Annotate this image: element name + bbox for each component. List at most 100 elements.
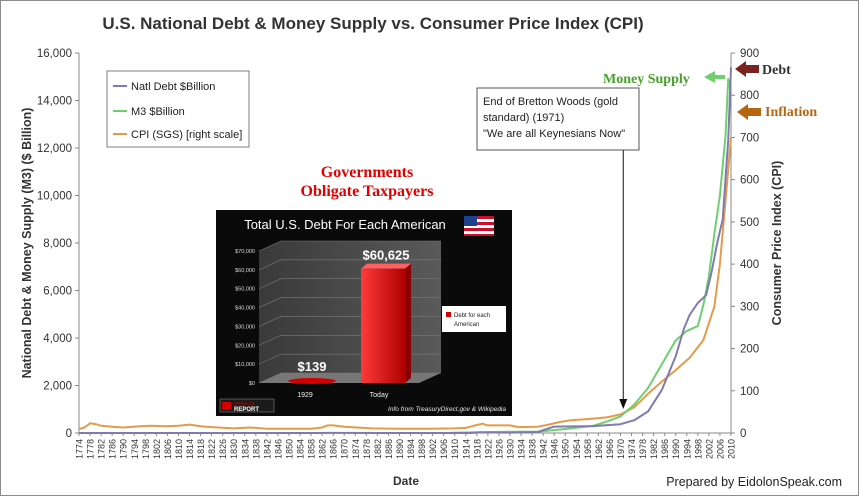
y-axis-label: National Debt & Money Supply (M3) ($ Bil… — [20, 108, 34, 379]
x-tick-label: 1794 — [130, 439, 140, 459]
left-tick-label: 8,000 — [43, 238, 72, 250]
left-tick-label: 10,000 — [37, 191, 72, 203]
us-flag-icon — [464, 216, 494, 236]
x-tick-label: 1926 — [494, 439, 504, 459]
x-tick-label: 1850 — [284, 439, 294, 459]
x-tick-label: 1946 — [550, 439, 560, 459]
x-tick-label: 1786 — [108, 439, 118, 459]
inset-y-tick-label: $70,000 — [235, 249, 255, 255]
x-tick-label: 2002 — [704, 439, 714, 459]
x-tick-label: 1854 — [296, 439, 306, 459]
series-line-cpi — [78, 137, 732, 431]
x-tick-label: 1834 — [240, 439, 250, 459]
inset-bar — [361, 268, 405, 383]
inset-heading-line-1: Governments — [321, 164, 413, 181]
x-tick-label: 1790 — [119, 439, 129, 459]
x-tick-label: 1810 — [174, 439, 184, 459]
x-tick-label: 1874 — [351, 439, 361, 459]
inset-legend-box — [442, 306, 506, 332]
x-tick-label: 1798 — [141, 439, 151, 459]
x-tick-label: 1922 — [483, 439, 493, 459]
inset-legend-swatch — [446, 312, 451, 317]
inset-back-wall — [259, 241, 441, 383]
right-tick-label: 100 — [740, 386, 759, 398]
inflation-arrow-icon — [737, 104, 761, 120]
x-tick-label: 1914 — [461, 439, 471, 459]
legend-label-cpi: CPI (SGS) [right scale] — [131, 129, 242, 141]
left-tick-label: 0 — [66, 428, 72, 440]
x-tick-label: 1882 — [373, 439, 383, 459]
x-tick-label: 1994 — [682, 439, 692, 459]
right-axis-ticks: 0 100 200 300 400 500 600 700 800 900 — [731, 48, 759, 440]
inset-y-tick-label: $0 — [249, 381, 255, 387]
bretton-woods-line-1: End of Bretton Woods (gold — [483, 96, 618, 108]
x-tick-label: 1846 — [273, 439, 283, 459]
inset-y-tick-label: $40,000 — [235, 306, 255, 312]
x-tick-label: 2006 — [715, 439, 725, 459]
inset-heading-line-2: Obligate Taxpayers — [301, 183, 434, 200]
logo-line-2: REPORT — [234, 407, 259, 413]
inset-gridline — [258, 240, 441, 252]
inset-source: Info from TreasuryDirect.gov & Wikipedia — [388, 406, 506, 413]
srsrocco-report-logo: SRSrocco REPORT — [219, 398, 275, 413]
inset-bar-side — [405, 263, 411, 383]
chart-title: U.S. National Debt & Money Supply vs. Co… — [102, 14, 643, 33]
x-tick-label: 1930 — [505, 439, 515, 459]
x-tick-label: 1778 — [86, 439, 96, 459]
inset-y-tick-label: $30,000 — [235, 324, 255, 330]
x-tick-label: 1870 — [340, 439, 350, 459]
right-tick-label: 300 — [740, 301, 759, 313]
inset-y-tick-label: $10,000 — [235, 362, 255, 368]
right-tick-label: 500 — [740, 217, 759, 229]
x-tick-label: 1826 — [218, 439, 228, 459]
x-tick-label: 1942 — [539, 439, 549, 459]
inset-bar — [288, 378, 336, 384]
right-tick-label: 0 — [740, 428, 746, 440]
x-axis-ticks: 1774 1778 1782 1786 1790 1794 1798 1802 1806 1810… — [75, 433, 737, 459]
inset-debt-per-american: Total U.S. Debt For Each American $0 $10,… — [216, 210, 512, 416]
inset-y-tick-label: $60,000 — [235, 268, 255, 274]
x-tick-label: 1886 — [384, 439, 394, 459]
legend: Natl Debt $Billion M3 $Billion CPI (SGS)… — [106, 70, 250, 148]
logo-line-1: SRSrocco — [234, 401, 255, 406]
right-axis-label: Consumer Price Index (CPI) — [770, 161, 784, 326]
x-tick-label: 1822 — [207, 439, 217, 459]
x-tick-label: 1830 — [229, 439, 239, 459]
debt-arrow-icon — [735, 61, 759, 77]
debt-label: Debt — [762, 63, 791, 78]
x-tick-label: 1782 — [97, 439, 107, 459]
x-tick-label: 1902 — [428, 439, 438, 459]
x-tick-label: 1866 — [329, 439, 339, 459]
x-tick-label: 1962 — [594, 439, 604, 459]
inset-legend-line-2: American — [454, 322, 479, 328]
money-supply-arrow-icon — [704, 71, 725, 83]
x-tick-label: 1982 — [649, 439, 659, 459]
x-tick-label: 1878 — [362, 439, 372, 459]
x-tick-label: 1842 — [262, 439, 272, 459]
x-tick-label: 1858 — [307, 439, 317, 459]
left-tick-label: 6,000 — [43, 286, 72, 298]
x-tick-label: 1954 — [572, 439, 582, 459]
left-axis-ticks: 0 2,000 4,000 6,000 8,000 10,000 12,000 14,000 1… — [37, 48, 79, 440]
x-tick-label: 1818 — [196, 439, 206, 459]
bretton-woods-arrowhead — [619, 399, 628, 409]
bretton-woods-annotation: End of Bretton Woods (gold standard) (19… — [476, 87, 640, 409]
left-tick-label: 2,000 — [43, 381, 72, 393]
right-tick-label: 200 — [740, 344, 759, 356]
inset-category-label: Today — [370, 392, 389, 399]
credit-text: Prepared by EidolonSpeak.com — [666, 475, 842, 489]
left-tick-label: 16,000 — [37, 48, 72, 60]
x-tick-label: 1978 — [638, 439, 648, 459]
x-tick-label: 1990 — [671, 439, 681, 459]
right-tick-label: 600 — [740, 175, 759, 187]
inset-value-label: $139 — [298, 359, 327, 374]
x-tick-label: 1862 — [318, 439, 328, 459]
inset-y-tick-label: $50,000 — [235, 287, 255, 293]
x-tick-label: 1898 — [417, 439, 427, 459]
inset-gridline — [258, 259, 441, 271]
inset-value-label: $60,625 — [363, 248, 410, 263]
x-tick-label: 1774 — [75, 439, 85, 459]
inset-categories: 1929 Today — [297, 392, 389, 399]
left-tick-label: 12,000 — [37, 143, 72, 155]
